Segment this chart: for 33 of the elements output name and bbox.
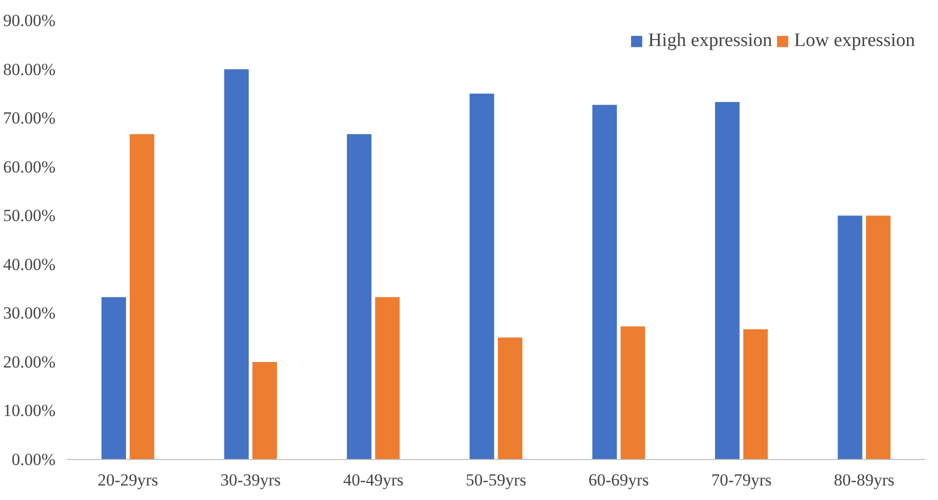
y-tick-label: 80.00% <box>3 60 56 79</box>
legend-label: High expression <box>648 30 772 52</box>
x-tick-label: 80-89yrs <box>834 470 894 490</box>
y-tick-label: 0.00% <box>12 450 56 469</box>
y-tick-label: 70.00% <box>3 108 56 128</box>
y-tick-label: 90.00% <box>3 11 56 30</box>
bar <box>252 362 277 460</box>
bar <box>620 326 646 460</box>
bar <box>838 216 862 460</box>
x-tick-label: 50-59yrs <box>466 470 526 490</box>
bar <box>592 104 617 460</box>
bar <box>498 338 522 460</box>
x-tick-label: 30-39yrs <box>220 470 281 490</box>
bar <box>101 297 126 460</box>
bar <box>224 69 249 460</box>
bar <box>715 102 740 460</box>
bar <box>866 216 891 460</box>
y-tick-label: 30.00% <box>3 304 56 323</box>
x-tick-label: 70-79yrs <box>711 470 772 490</box>
x-tick-label: 40-49yrs <box>343 470 404 490</box>
y-tick-label: 10.00% <box>3 401 56 420</box>
y-tick-label: 60.00% <box>3 157 56 176</box>
legend-label: Low expression <box>794 30 915 52</box>
y-tick-label: 50.00% <box>3 206 56 226</box>
x-tick-label: 60-69yrs <box>588 470 649 490</box>
x-tick-label: 20-29yrs <box>98 470 158 490</box>
bar <box>130 134 154 460</box>
bar <box>346 134 372 460</box>
bar <box>470 94 494 460</box>
y-tick-label: 20.00% <box>3 352 56 372</box>
bar <box>743 329 768 460</box>
bar <box>375 297 400 460</box>
y-tick-label: 40.00% <box>3 254 56 274</box>
